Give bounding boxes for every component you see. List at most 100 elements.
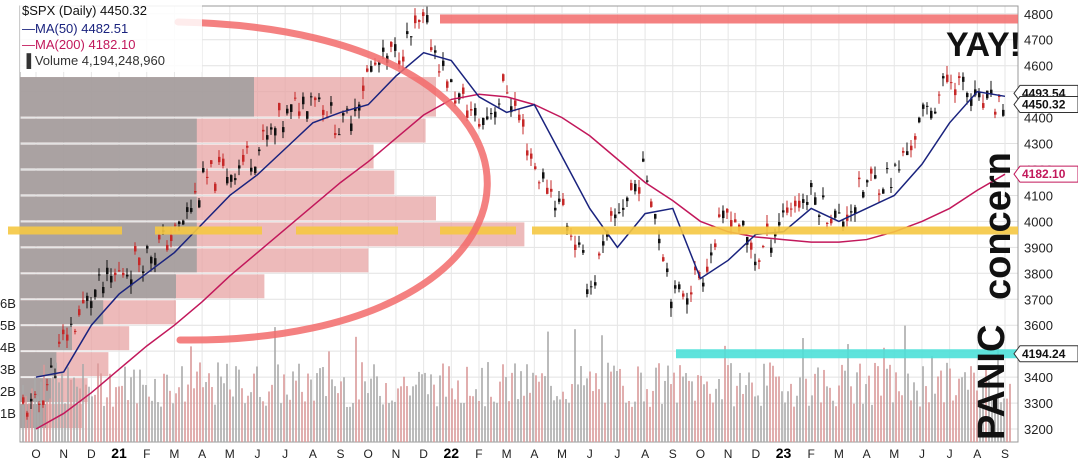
volume-bar xyxy=(265,405,267,442)
candle-body xyxy=(38,403,41,405)
volume-bar xyxy=(355,336,357,442)
volume-bar xyxy=(901,395,903,442)
y-tick-label: 3300 xyxy=(1024,396,1053,411)
volume-bar xyxy=(559,399,561,442)
x-tick-label: S xyxy=(337,447,345,461)
candle-body xyxy=(966,93,969,98)
volume-bar xyxy=(538,381,540,442)
volume-bar xyxy=(235,366,237,442)
candle-body xyxy=(46,384,49,386)
candle-body xyxy=(78,309,81,316)
candle-body xyxy=(578,242,581,245)
volume-bar xyxy=(952,400,954,442)
volume-bar xyxy=(595,373,597,442)
candle-body xyxy=(310,96,313,98)
volume-bar xyxy=(484,406,486,442)
candle-body xyxy=(414,15,417,24)
volume-bar xyxy=(61,372,63,442)
candle-body xyxy=(970,98,973,106)
volume-bar xyxy=(58,382,60,442)
candle-body xyxy=(990,89,993,95)
candle-body xyxy=(522,119,525,127)
x-tick-label: 21 xyxy=(111,445,127,461)
candle-body xyxy=(406,31,409,35)
volume-bar xyxy=(517,399,519,442)
candle-body xyxy=(150,257,153,264)
volume-bar xyxy=(319,368,321,442)
volume-bar xyxy=(628,400,630,442)
volume-bar xyxy=(841,364,843,442)
volume-bar xyxy=(598,389,600,442)
volume-bar xyxy=(373,364,375,442)
volume-bar xyxy=(433,384,435,442)
candle-body xyxy=(910,145,913,151)
volume-bar xyxy=(733,406,735,442)
volume-bar xyxy=(634,401,636,442)
volume-bar xyxy=(130,377,132,442)
candle-body xyxy=(170,235,173,242)
candle-body xyxy=(594,282,597,286)
candle-body xyxy=(534,166,537,169)
candle-body xyxy=(626,197,629,202)
x-tick-label: A xyxy=(641,447,649,461)
volume-bar xyxy=(34,377,36,442)
volume-bar xyxy=(22,384,24,442)
volume-bar xyxy=(712,402,714,442)
y-tick-label: 4700 xyxy=(1024,33,1053,48)
volume-bar xyxy=(376,376,378,442)
candle-body xyxy=(82,299,85,304)
volume-bar xyxy=(481,367,483,442)
candle-body xyxy=(906,151,909,156)
volume-bar xyxy=(706,381,708,442)
candle-body xyxy=(590,286,593,288)
volume-bar xyxy=(343,377,345,442)
volume-bar xyxy=(148,396,150,442)
volume-bar xyxy=(31,388,33,442)
volume-bar xyxy=(1006,398,1008,442)
volume-bar xyxy=(262,401,264,442)
candle-body xyxy=(650,201,653,207)
volume-bar xyxy=(76,386,78,442)
y-tick-label: 4100 xyxy=(1024,188,1053,203)
volume-bar xyxy=(124,366,126,442)
volume-bar xyxy=(220,376,222,442)
volume-bar xyxy=(997,343,999,442)
candle-body xyxy=(838,212,841,214)
candle-body xyxy=(462,87,465,94)
volume-bar xyxy=(931,356,933,442)
volume-bar xyxy=(277,364,279,442)
price-tag: 4194.24 xyxy=(1013,345,1078,363)
legend-background xyxy=(20,2,202,72)
volume-bar xyxy=(550,385,552,442)
candle-body xyxy=(362,85,365,91)
candle-body xyxy=(110,275,113,283)
volume-bar xyxy=(370,378,372,442)
x-tick-label: A xyxy=(309,447,317,461)
candle-body xyxy=(878,193,881,195)
y-tick-label: 4000 xyxy=(1024,214,1053,229)
volume-bar xyxy=(418,371,420,442)
candle-body xyxy=(86,295,89,301)
candle-body xyxy=(654,213,657,219)
candle-body xyxy=(570,235,573,237)
volume-bar xyxy=(832,400,834,442)
x-tick-label: N xyxy=(392,447,401,461)
candle-body xyxy=(266,135,269,140)
volume-bar xyxy=(253,373,255,442)
y-tick-label: 3400 xyxy=(1024,370,1053,385)
volume-bar xyxy=(106,397,108,442)
candle-body xyxy=(258,149,261,152)
candle-body xyxy=(446,81,449,88)
candle-body xyxy=(614,214,617,219)
candle-body xyxy=(418,20,421,23)
candle-body xyxy=(482,118,485,125)
candle-body xyxy=(442,60,445,67)
candle-body xyxy=(206,176,209,178)
volume-bar xyxy=(193,388,195,442)
volume-bar xyxy=(556,396,558,442)
volume-bar xyxy=(691,381,693,442)
volume-bar xyxy=(493,401,495,442)
volume-bar xyxy=(100,373,102,442)
volume-bar xyxy=(790,383,792,442)
x-tick-label: F xyxy=(808,447,815,461)
